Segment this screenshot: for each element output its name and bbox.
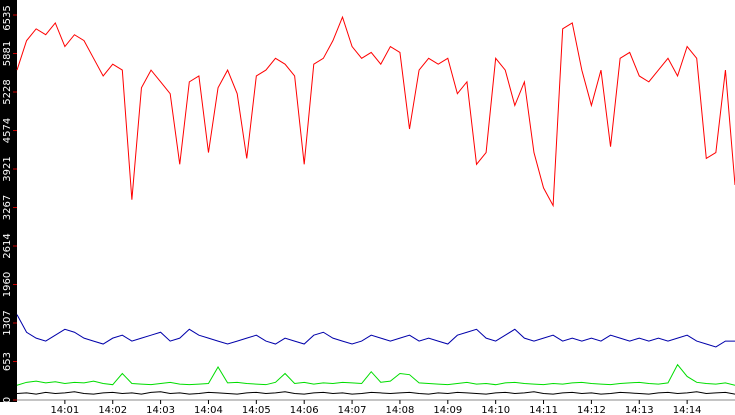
x-tick-label: 14:05 (242, 405, 271, 415)
y-tick-label: 5881 (2, 41, 13, 66)
x-tick-label: 14:06 (290, 405, 319, 415)
y-tick-label: 1307 (2, 310, 13, 335)
x-tick-label: 14:04 (194, 405, 223, 415)
x-tick-label: 14:02 (98, 405, 127, 415)
x-tick-label: 14:03 (146, 405, 175, 415)
series-line (16, 363, 735, 386)
series-line (16, 314, 735, 348)
y-tick-label: 2614 (2, 233, 13, 258)
y-tick-label: 3267 (2, 195, 13, 220)
y-tick-label: 653 (2, 352, 13, 371)
y-tick-label: 6535 (2, 5, 13, 30)
x-tick-label: 14:14 (673, 405, 702, 415)
y-tick-label: 0 (2, 397, 13, 403)
x-tick-label: 14:09 (433, 405, 462, 415)
x-tick-label: 14:12 (577, 405, 606, 415)
y-tick-label: 1960 (2, 272, 13, 297)
x-tick-label: 14:07 (338, 405, 367, 415)
x-tick-label: 14:10 (481, 405, 510, 415)
y-tick-label: 3921 (2, 156, 13, 181)
y-tick-label: 4574 (2, 118, 13, 143)
y-tick-label: 5228 (2, 79, 13, 104)
series-line (16, 391, 735, 395)
x-tick-label: 14:11 (529, 405, 558, 415)
series-line (16, 15, 735, 208)
x-tick-label: 14:13 (625, 405, 654, 415)
y-axis-band (0, 0, 17, 402)
x-tick-label: 14:08 (386, 405, 415, 415)
x-tick-label: 14:01 (50, 405, 79, 415)
